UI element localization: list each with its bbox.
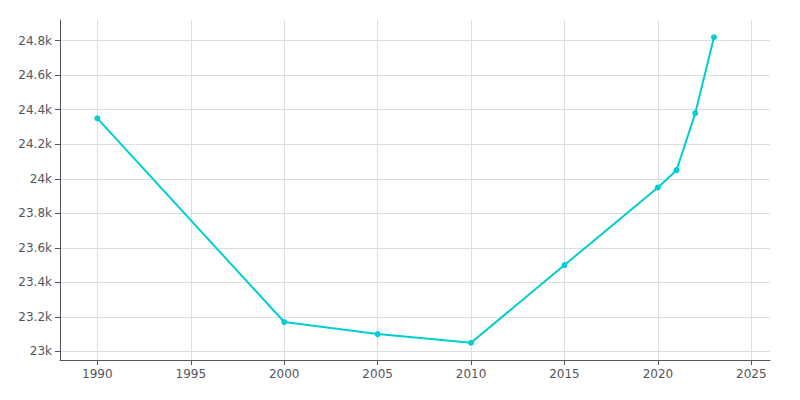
svg-text:2000: 2000	[269, 367, 300, 381]
svg-text:1995: 1995	[176, 367, 207, 381]
svg-text:24.8k: 24.8k	[18, 34, 52, 48]
svg-text:2010: 2010	[456, 367, 487, 381]
svg-text:24.2k: 24.2k	[18, 137, 52, 151]
svg-text:2015: 2015	[549, 367, 580, 381]
svg-text:24.4k: 24.4k	[18, 103, 52, 117]
svg-text:2025: 2025	[736, 367, 767, 381]
svg-text:1990: 1990	[82, 367, 113, 381]
svg-text:2020: 2020	[643, 367, 674, 381]
svg-text:23.2k: 23.2k	[18, 310, 52, 324]
svg-text:23.6k: 23.6k	[18, 241, 52, 255]
svg-text:2005: 2005	[362, 367, 393, 381]
svg-text:24.6k: 24.6k	[18, 68, 52, 82]
svg-text:23.4k: 23.4k	[18, 275, 52, 289]
svg-text:24k: 24k	[30, 172, 52, 186]
svg-text:23.8k: 23.8k	[18, 206, 52, 220]
svg-text:23k: 23k	[30, 344, 52, 358]
